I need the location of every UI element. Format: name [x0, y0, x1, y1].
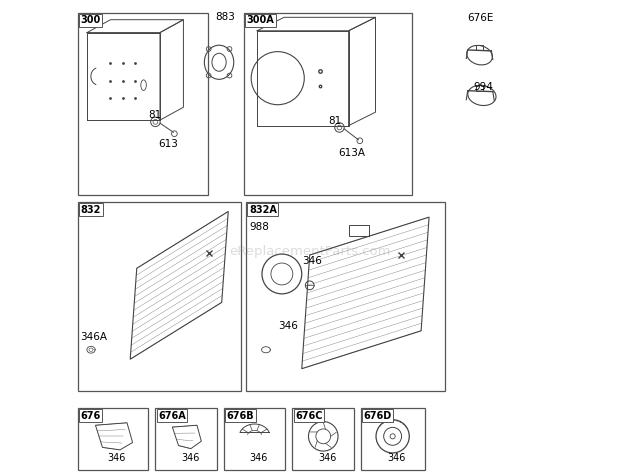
- Bar: [78, 408, 148, 470]
- Text: 346: 346: [107, 454, 126, 464]
- Bar: [361, 408, 425, 470]
- Text: 676C: 676C: [295, 411, 323, 421]
- Bar: [293, 408, 354, 470]
- Text: 346: 346: [318, 454, 337, 464]
- Text: 883: 883: [215, 12, 235, 22]
- Text: 346: 346: [302, 256, 322, 266]
- Text: 994: 994: [474, 82, 494, 92]
- Text: 676: 676: [81, 411, 101, 421]
- Text: 613: 613: [159, 139, 179, 149]
- Text: 81: 81: [328, 115, 341, 125]
- Text: 676A: 676A: [158, 411, 186, 421]
- Text: 346: 346: [250, 454, 268, 464]
- Bar: [155, 408, 217, 470]
- Text: 346: 346: [181, 454, 200, 464]
- Text: 613A: 613A: [338, 148, 365, 158]
- Bar: [244, 12, 412, 195]
- Text: 676E: 676E: [467, 13, 494, 23]
- Text: 346: 346: [278, 321, 298, 331]
- Text: 300A: 300A: [247, 15, 274, 25]
- Text: 676D: 676D: [363, 411, 392, 421]
- Text: 832A: 832A: [249, 205, 277, 215]
- Text: 346: 346: [388, 454, 406, 464]
- Text: 300: 300: [81, 15, 101, 25]
- Text: 832: 832: [81, 205, 101, 215]
- Text: 81: 81: [148, 110, 162, 120]
- Bar: [350, 225, 370, 236]
- Text: 346A: 346A: [81, 332, 107, 342]
- Text: eReplacementParts.com: eReplacementParts.com: [229, 245, 391, 258]
- Bar: [78, 202, 241, 391]
- Text: 988: 988: [250, 222, 270, 232]
- Text: 676B: 676B: [227, 411, 254, 421]
- Bar: [224, 408, 285, 470]
- Bar: [78, 12, 208, 195]
- Bar: [246, 202, 445, 391]
